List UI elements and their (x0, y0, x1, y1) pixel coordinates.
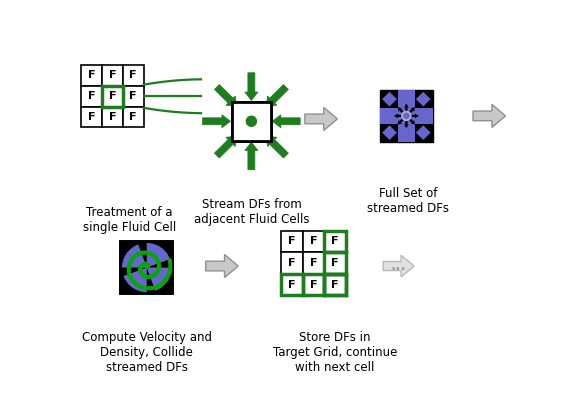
Polygon shape (404, 120, 409, 128)
Bar (102, 86, 123, 107)
Polygon shape (214, 136, 236, 158)
Bar (123, 65, 144, 86)
Bar (121, 241, 173, 294)
Polygon shape (410, 113, 419, 118)
Text: F: F (309, 237, 317, 246)
Wedge shape (147, 243, 170, 267)
Polygon shape (305, 107, 338, 130)
Polygon shape (245, 142, 258, 170)
Bar (324, 252, 346, 274)
Text: F: F (88, 91, 95, 101)
Text: Treatment of a
single Fluid Cell: Treatment of a single Fluid Cell (83, 206, 176, 234)
Bar (324, 252, 346, 274)
Text: Store DFs in
Target Grid, continue
with next cell: Store DFs in Target Grid, continue with … (273, 332, 397, 375)
Polygon shape (473, 104, 505, 128)
Bar (324, 274, 346, 295)
Bar (380, 107, 433, 124)
Bar (302, 252, 324, 274)
Bar (232, 102, 271, 140)
Text: F: F (108, 112, 116, 122)
Bar (81, 107, 102, 128)
Wedge shape (147, 267, 171, 291)
Text: F: F (288, 237, 295, 246)
Text: F: F (288, 258, 295, 268)
Text: ...: ... (391, 259, 407, 273)
Bar (232, 102, 271, 140)
Wedge shape (123, 267, 147, 292)
Polygon shape (266, 85, 288, 107)
Polygon shape (266, 136, 288, 158)
Text: F: F (108, 91, 116, 101)
Bar (324, 274, 346, 295)
Polygon shape (408, 107, 415, 114)
Text: Full Set of
streamed DFs: Full Set of streamed DFs (367, 187, 449, 215)
Text: F: F (309, 279, 317, 290)
Bar (81, 65, 102, 86)
Text: F: F (129, 71, 137, 81)
Polygon shape (404, 103, 409, 112)
Polygon shape (416, 125, 431, 140)
Text: F: F (88, 71, 95, 81)
Polygon shape (272, 115, 300, 128)
Bar (398, 90, 415, 142)
Text: F: F (288, 279, 295, 290)
Bar (281, 274, 302, 295)
Bar (123, 107, 144, 128)
Bar (281, 274, 302, 295)
Bar (102, 86, 123, 107)
Bar (302, 274, 324, 295)
Polygon shape (416, 92, 431, 106)
Text: F: F (309, 258, 317, 268)
Bar (102, 65, 123, 86)
Text: F: F (88, 112, 95, 122)
Polygon shape (383, 255, 414, 277)
Text: F: F (129, 91, 137, 101)
Polygon shape (245, 73, 258, 101)
Bar (302, 274, 324, 295)
Bar (81, 86, 102, 107)
Polygon shape (398, 118, 404, 125)
Bar (281, 252, 302, 274)
Polygon shape (214, 85, 236, 107)
Bar (281, 231, 302, 252)
Polygon shape (382, 92, 397, 106)
Bar (102, 107, 123, 128)
Bar (324, 231, 346, 252)
Bar (302, 231, 324, 252)
Polygon shape (382, 125, 397, 140)
Polygon shape (398, 107, 404, 114)
Bar (121, 241, 173, 294)
Ellipse shape (246, 116, 256, 126)
Polygon shape (394, 113, 402, 118)
Wedge shape (122, 245, 147, 267)
Text: F: F (331, 237, 339, 246)
Bar (324, 231, 346, 252)
Text: Compute Velocity and
Density, Collide
streamed DFs: Compute Velocity and Density, Collide st… (82, 332, 212, 375)
Text: F: F (331, 258, 339, 268)
Polygon shape (206, 255, 238, 277)
Bar (380, 90, 433, 142)
Bar (123, 86, 144, 107)
Text: F: F (129, 112, 137, 122)
Bar (324, 274, 346, 295)
Polygon shape (202, 115, 230, 128)
Polygon shape (408, 118, 415, 125)
Text: F: F (331, 279, 339, 290)
Ellipse shape (246, 116, 256, 126)
Text: F: F (108, 71, 116, 81)
Text: Stream DFs from
adjacent Fluid Cells: Stream DFs from adjacent Fluid Cells (194, 198, 309, 226)
